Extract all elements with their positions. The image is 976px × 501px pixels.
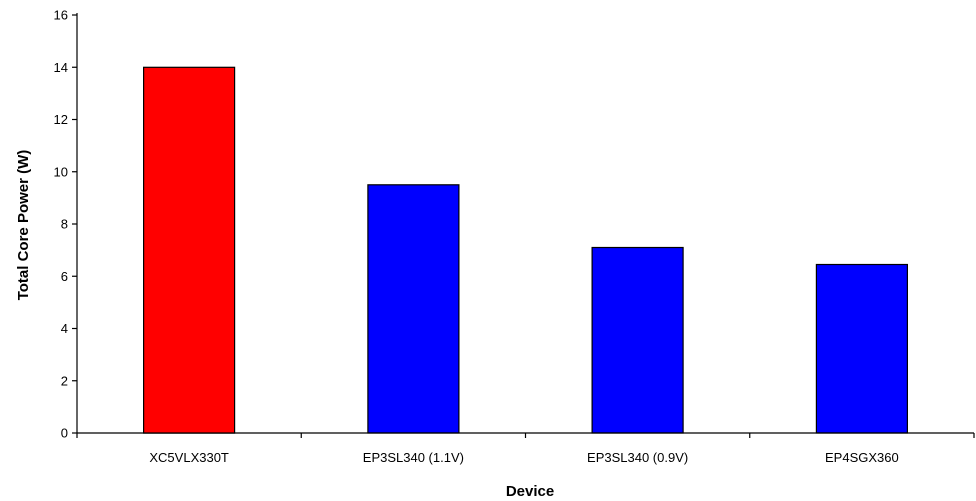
y-tick-label-0: 0 — [61, 426, 68, 441]
y-tick-label-2: 2 — [61, 373, 68, 388]
y-axis-title: Total Core Power (W) — [15, 150, 32, 301]
y-tick-label-14: 14 — [54, 60, 68, 75]
y-tick-label-12: 12 — [54, 112, 68, 127]
y-tick-label-10: 10 — [54, 164, 68, 179]
bars-group — [143, 66, 909, 434]
x-tick-label-3: EP4SGX360 — [825, 450, 899, 465]
bar-2 — [591, 246, 684, 434]
ticks-group: 0 2 4 6 8 10 12 14 16 XC5VLX330T EP3SL340 (1.1V) EP… — [54, 8, 975, 465]
x-axis-title: Device — [506, 483, 554, 500]
x-tick-label-0: XC5VLX330T — [149, 450, 229, 465]
y-tick-label-6: 6 — [61, 269, 68, 284]
y-tick-label-8: 8 — [61, 217, 68, 232]
bar-0 — [143, 66, 236, 434]
y-tick-label-4: 4 — [61, 321, 68, 336]
y-tick-label-16: 16 — [54, 8, 68, 23]
bar-3 — [815, 263, 909, 434]
x-tick-label-2: EP3SL340 (0.9V) — [587, 450, 688, 465]
bar-1 — [367, 184, 460, 434]
x-tick-label-1: EP3SL340 (1.1V) — [363, 450, 464, 465]
